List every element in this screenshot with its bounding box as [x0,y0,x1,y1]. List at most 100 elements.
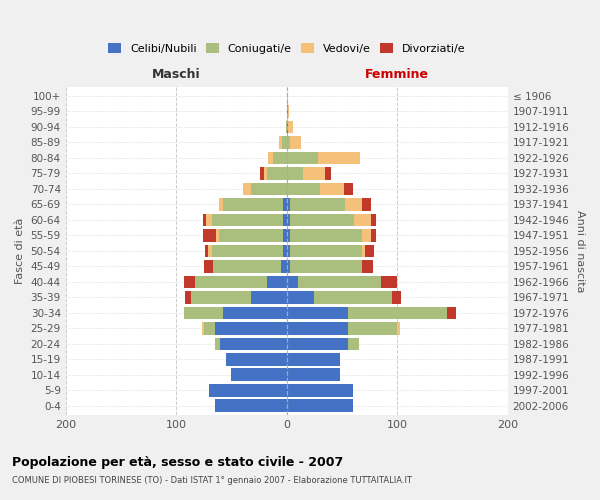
Bar [447,306,456,319]
Bar [203,229,216,241]
Bar [381,276,397,288]
Bar [286,120,287,134]
Bar [347,306,447,319]
Bar [392,291,401,304]
Bar [267,276,287,288]
Bar [318,152,360,164]
Bar [346,198,362,210]
Bar [212,244,283,257]
Bar [232,368,287,381]
Bar [290,244,362,257]
Bar [287,182,320,195]
Bar [220,229,283,241]
Bar [365,244,374,257]
Bar [287,353,340,366]
Bar [283,214,287,226]
Bar [287,229,290,241]
Y-axis label: Fasce di età: Fasce di età [15,218,25,284]
Y-axis label: Anni di nascita: Anni di nascita [575,210,585,292]
Bar [220,338,287,350]
Bar [287,306,347,319]
Bar [202,322,204,334]
Bar [362,244,365,257]
Bar [287,276,298,288]
Bar [304,167,325,180]
Bar [212,260,281,272]
Bar [206,214,212,226]
Bar [191,291,251,304]
Bar [347,338,359,350]
Bar [251,291,287,304]
Bar [223,198,283,210]
Bar [290,136,301,149]
Bar [283,198,287,210]
Bar [287,260,290,272]
Bar [287,152,318,164]
Bar [347,322,397,334]
Bar [287,291,314,304]
Bar [204,260,212,272]
Bar [371,214,376,226]
Bar [288,105,289,118]
Bar [288,120,293,134]
Bar [287,214,290,226]
Bar [283,244,287,257]
Bar [274,152,287,164]
Bar [354,214,371,226]
Bar [184,306,223,319]
Bar [226,353,287,366]
Bar [283,229,287,241]
Bar [216,229,220,241]
Bar [287,120,288,134]
Bar [287,244,290,257]
Bar [203,214,206,226]
Bar [287,322,347,334]
Bar [204,322,215,334]
Bar [362,198,371,210]
Bar [325,167,331,180]
Bar [344,182,353,195]
Bar [290,260,362,272]
Bar [281,260,287,272]
Text: Femmine: Femmine [365,68,429,81]
Bar [298,276,381,288]
Bar [220,198,223,210]
Bar [397,322,400,334]
Bar [215,400,287,412]
Bar [290,214,354,226]
Bar [263,167,267,180]
Bar [283,136,287,149]
Text: COMUNE DI PIOBESI TORINESE (TO) - Dati ISTAT 1° gennaio 2007 - Elaborazione TUTT: COMUNE DI PIOBESI TORINESE (TO) - Dati I… [12,476,412,485]
Bar [287,338,347,350]
Bar [184,276,195,288]
Bar [287,368,340,381]
Bar [287,384,353,396]
Bar [215,322,287,334]
Bar [195,276,267,288]
Bar [215,338,220,350]
Bar [260,167,263,180]
Bar [320,182,344,195]
Bar [362,229,371,241]
Bar [287,105,288,118]
Bar [314,291,392,304]
Bar [267,167,287,180]
Bar [290,198,346,210]
Bar [287,167,304,180]
Bar [223,306,287,319]
Bar [212,214,283,226]
Bar [185,291,191,304]
Text: Popolazione per età, sesso e stato civile - 2007: Popolazione per età, sesso e stato civil… [12,456,343,469]
Bar [290,229,362,241]
Bar [209,384,287,396]
Bar [251,182,287,195]
Bar [268,152,274,164]
Bar [371,229,376,241]
Bar [287,198,290,210]
Bar [287,400,353,412]
Bar [242,182,251,195]
Bar [205,244,208,257]
Legend: Celibi/Nubili, Coniugati/e, Vedovi/e, Divorziati/e: Celibi/Nubili, Coniugati/e, Vedovi/e, Di… [106,42,468,56]
Bar [362,260,373,272]
Bar [208,244,212,257]
